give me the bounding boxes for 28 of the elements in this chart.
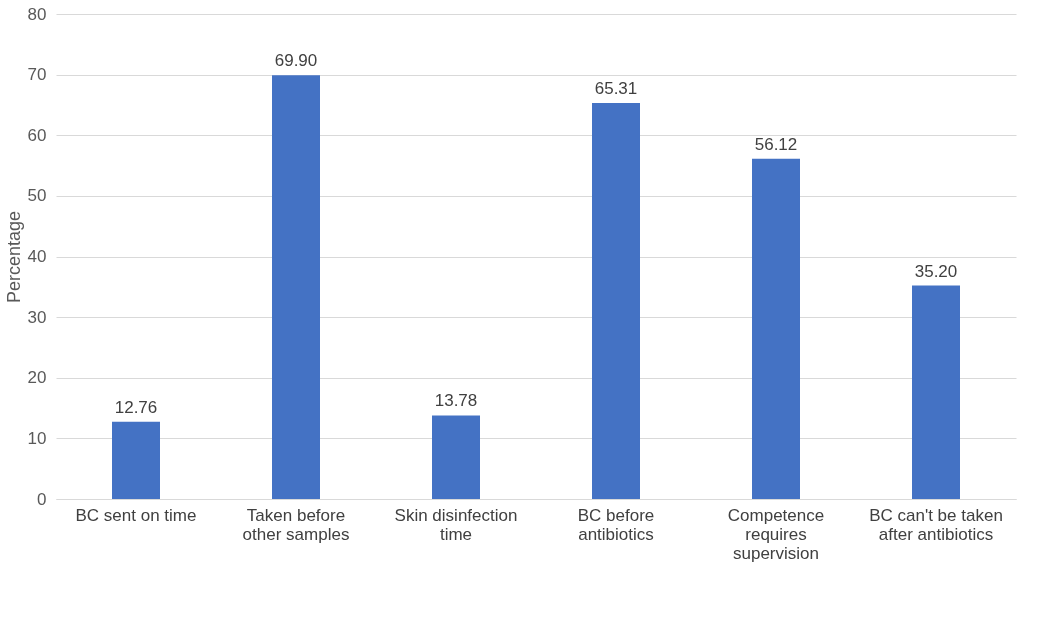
x-tick-label: Competence requires supervision (727, 505, 825, 563)
y-tick-label: 30 (27, 307, 47, 327)
bar (592, 103, 640, 499)
y-tick-label: 60 (27, 125, 47, 145)
y-tick-label: 10 (27, 428, 47, 448)
y-axis-title: Percentage (3, 210, 24, 304)
y-tick-label: 20 (27, 368, 47, 388)
bar (912, 285, 960, 499)
x-tick-label: BC can't be taken after antibiotics (869, 505, 1003, 544)
x-tick-label: Skin disinfection time (394, 505, 518, 544)
bar (432, 415, 480, 499)
data-label: 65.31 (594, 79, 638, 99)
y-tick-label: 50 (27, 186, 47, 206)
x-tick-label: BC before antibiotics (577, 505, 655, 544)
data-label: 13.78 (434, 391, 478, 411)
y-tick-label: 80 (27, 4, 47, 24)
data-label: 12.76 (114, 397, 158, 417)
bar (272, 75, 320, 499)
data-label: 35.20 (914, 261, 958, 281)
data-label: 69.90 (274, 51, 318, 71)
y-tick-label: 70 (27, 65, 47, 85)
y-tick-label: 40 (27, 247, 47, 266)
x-tick-label: BC sent on time (75, 505, 197, 525)
bar (752, 158, 800, 499)
bar (112, 421, 160, 499)
y-tick-label: 0 (37, 489, 47, 509)
data-label: 56.12 (754, 134, 798, 154)
x-tick-label: Taken before other samples (242, 505, 350, 544)
